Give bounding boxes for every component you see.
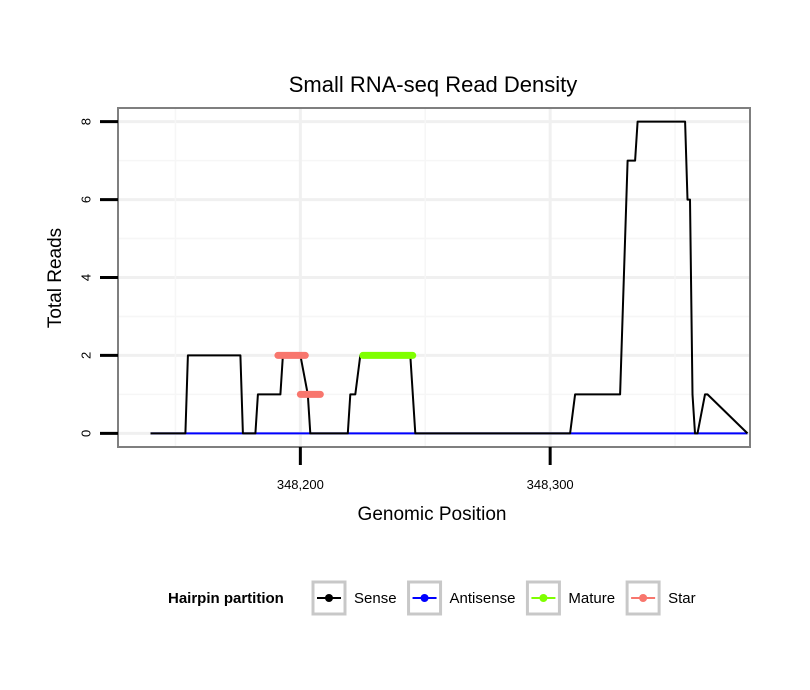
legend-label: Antisense (450, 590, 516, 607)
legend-item-antisense: Antisense (407, 580, 516, 616)
y-tick-label: 0 (79, 430, 94, 437)
series-sense-line (150, 120, 749, 435)
legend-key-dot (539, 594, 548, 602)
legend-key-dot (420, 594, 429, 602)
chart-title: Small RNA-seq Read Density (289, 72, 578, 97)
plot-panel (118, 108, 750, 447)
legend-title: Hairpin partition (168, 590, 284, 607)
x-tick-label: 348,200 (277, 477, 324, 492)
x-axis-label: Genomic Position (358, 504, 507, 525)
y-tick-label: 4 (79, 274, 94, 281)
x-tick-label: 348,300 (527, 477, 574, 492)
legend-label: Star (668, 590, 696, 607)
y-tick-label: 8 (79, 118, 94, 125)
legend-label: Mature (568, 590, 615, 607)
legend-item-sense: Sense (311, 580, 397, 616)
series-layer (150, 120, 749, 435)
y-tick-label: 6 (79, 196, 94, 203)
y-tick-label: 2 (79, 352, 94, 359)
legend-item-star: Star (625, 580, 696, 616)
y-axis: 0 2 4 6 8 (79, 118, 118, 437)
legend-label: Sense (354, 590, 397, 607)
y-axis-label: Total Reads (45, 228, 66, 328)
x-axis: 348,200 348,300 (277, 447, 574, 492)
legend-key-dot (325, 594, 333, 602)
legend-key-dot (639, 594, 648, 602)
legend: Hairpin partition Sense Antisense Mature St… (168, 580, 696, 616)
legend-item-mature: Mature (525, 580, 615, 616)
